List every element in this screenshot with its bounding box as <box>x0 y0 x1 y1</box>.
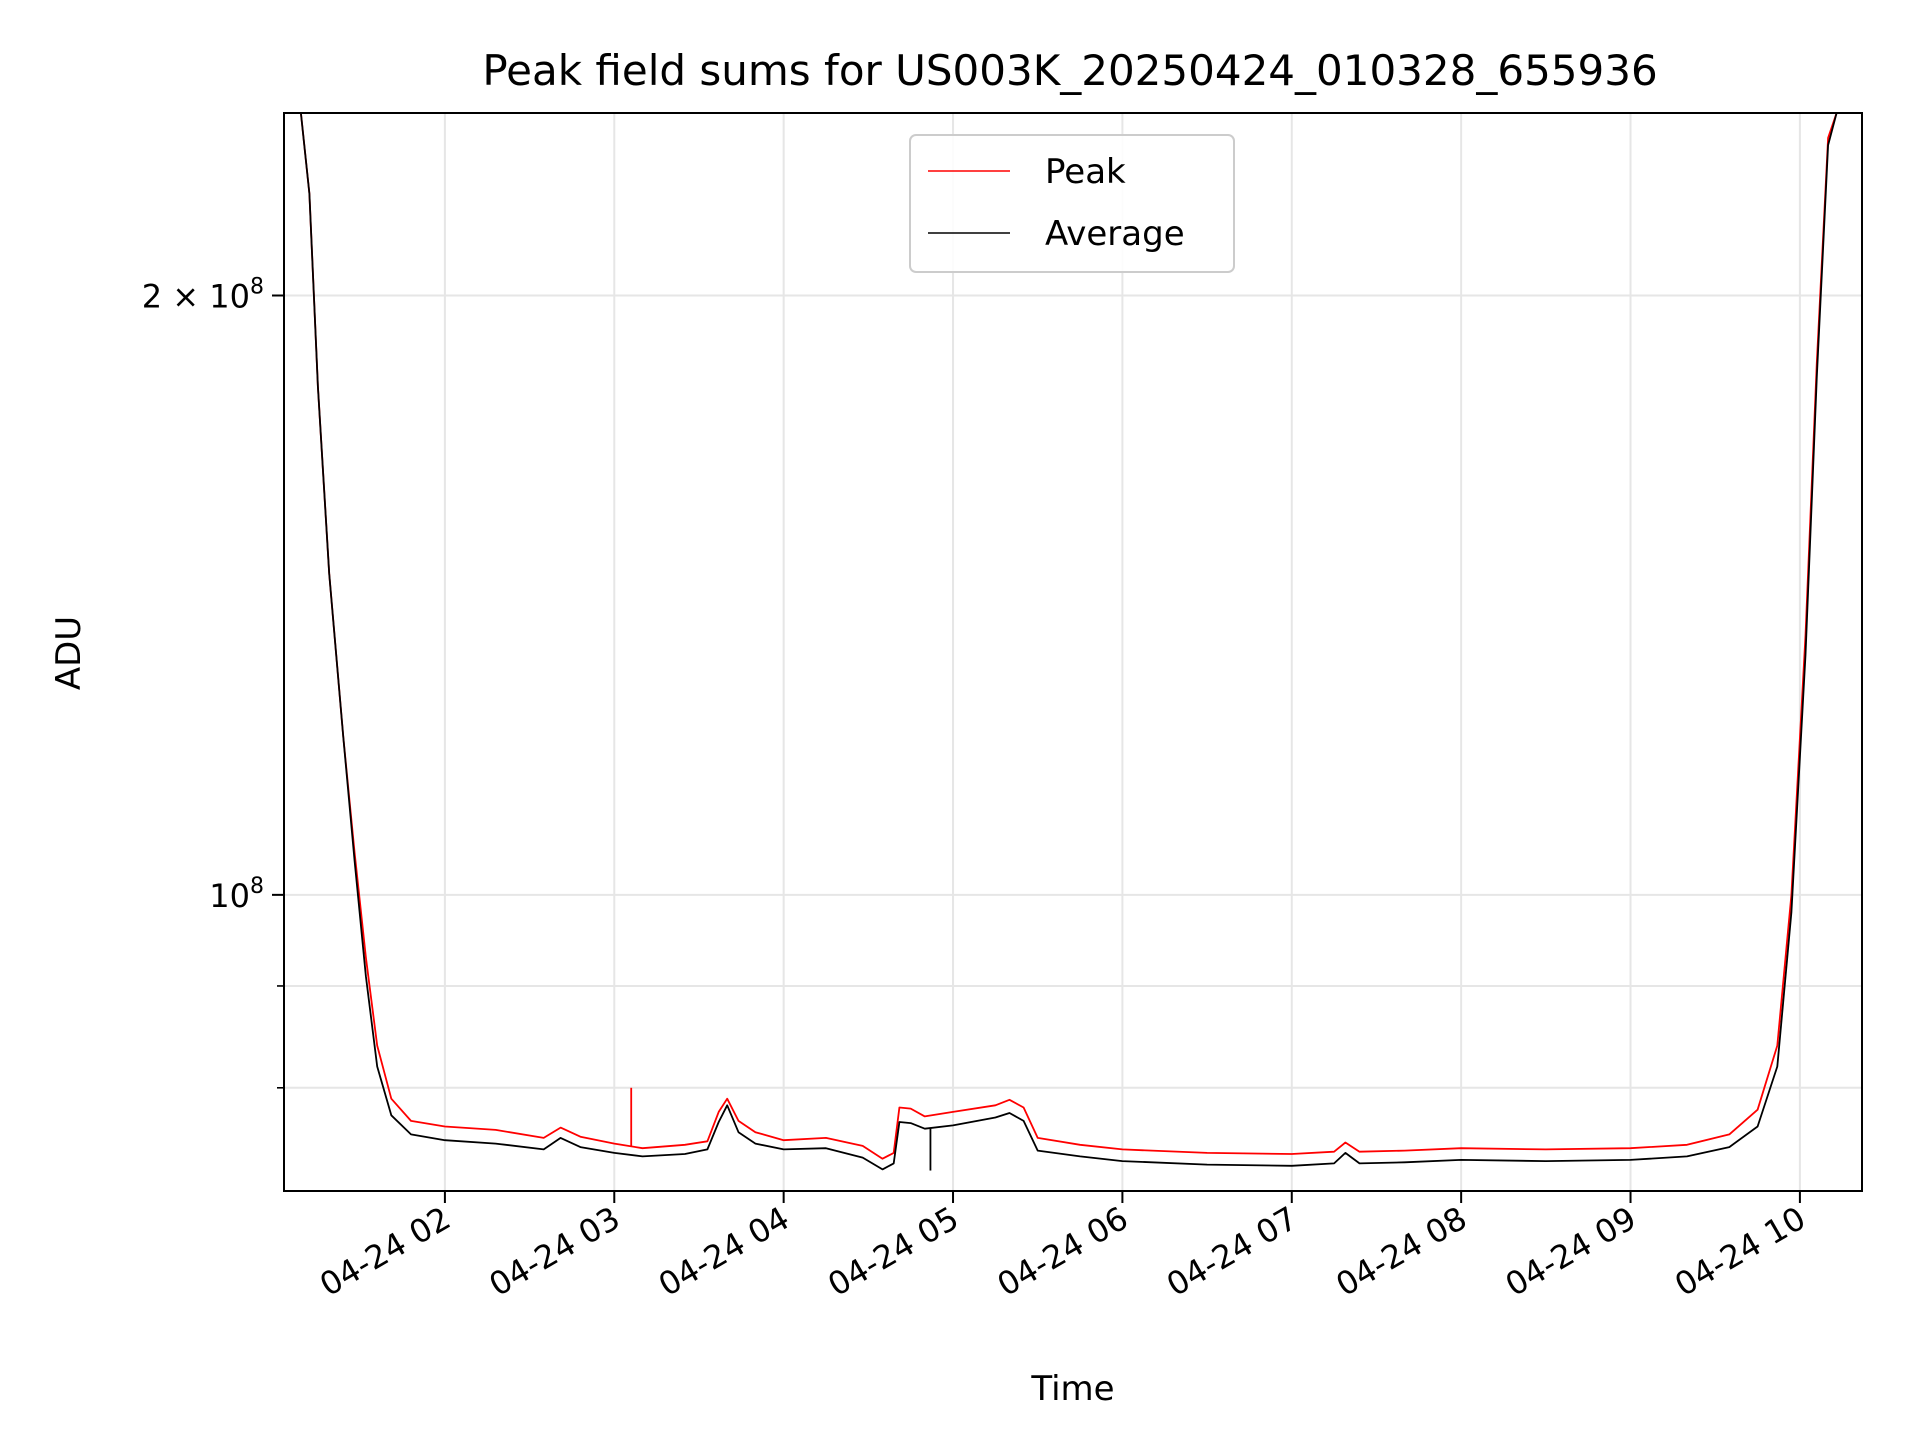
legend-box <box>909 134 1235 273</box>
series-line-average <box>284 113 1862 1171</box>
chart-title: Peak field sums for US003K_20250424_0103… <box>482 46 1657 95</box>
series-line-peak <box>284 113 1862 1160</box>
legend: Peak Average <box>909 134 1235 273</box>
series-group <box>284 113 1862 1171</box>
legend-label-peak: Peak <box>1045 152 1126 192</box>
legend-label-average: Average <box>1045 214 1185 254</box>
y-axis-label: ADU <box>49 616 89 690</box>
x-axis-label: Time <box>1030 1369 1114 1409</box>
axes-frame <box>283 112 1863 1192</box>
y-axis: 2 × 108 108 <box>142 275 284 1089</box>
y-tick-label: 2 × 108 <box>142 275 264 316</box>
y-tick-label: 108 <box>209 874 264 915</box>
grid <box>284 113 1862 1191</box>
plot-area <box>284 113 1862 1171</box>
